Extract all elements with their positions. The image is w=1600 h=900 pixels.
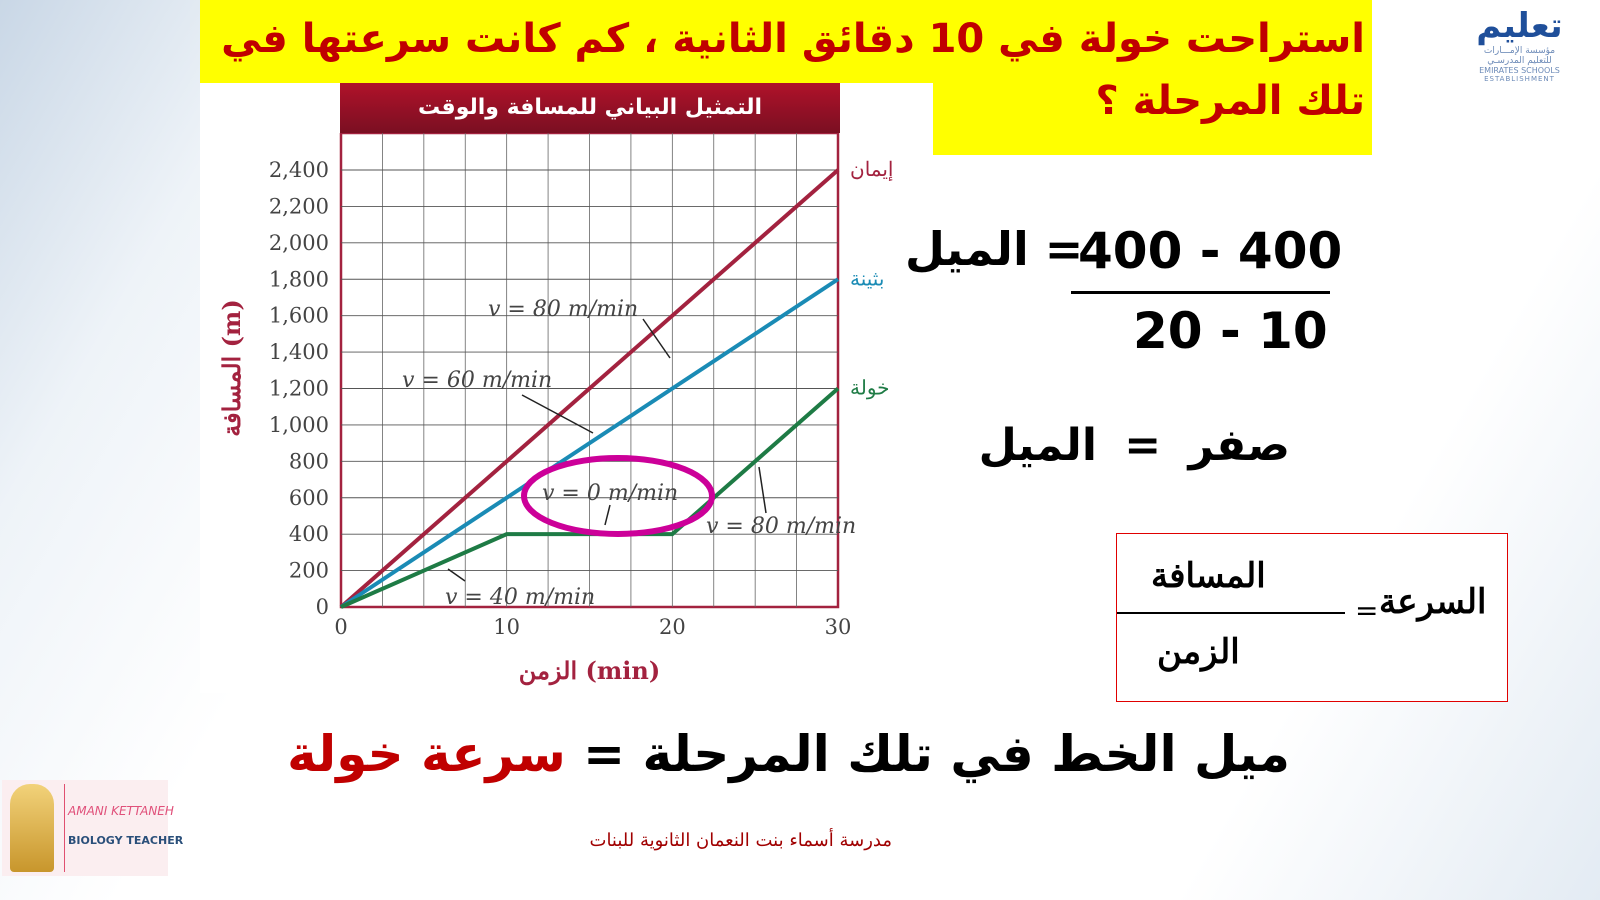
annotation-label: v = 80 m/min — [488, 297, 638, 322]
y-tick-label: 0 — [316, 595, 329, 619]
speed-definition-box: السرعة = المسافة الزمن — [1116, 533, 1508, 702]
y-tick-label: 1,800 — [269, 267, 329, 291]
result-value: صفر — [1188, 420, 1290, 471]
question-highlight-right — [933, 83, 1372, 155]
teacher-role: BIOLOGY TEACHER — [68, 834, 184, 847]
equals-sign: = — [583, 725, 626, 783]
conclusion-part1: ميل الخط في تلك المرحلة — [642, 725, 1291, 783]
y-axis-label: المسافة (m) — [217, 299, 246, 436]
slope-equation: الميل = — [905, 222, 1083, 276]
annotation-leader — [521, 394, 594, 434]
highlight-ellipse — [521, 455, 715, 537]
annotation-label: v = 40 m/min — [445, 585, 595, 610]
logo-line: مؤسسة الإمـــارات — [1483, 46, 1556, 56]
slope-label: الميل — [905, 222, 1029, 276]
divider — [64, 784, 65, 872]
annotation-leader — [758, 466, 767, 514]
teacher-name: AMANI KETTANEH — [68, 804, 174, 818]
annotation-leader — [447, 568, 466, 582]
series-label: بثينة — [850, 266, 884, 290]
y-tick-label: 800 — [289, 449, 329, 473]
y-tick-label: 2,400 — [269, 158, 329, 182]
annotation-leader — [604, 504, 611, 526]
y-tick-label: 1,000 — [269, 413, 329, 437]
emirates-schools-logo: تعليم مؤسسة الإمـــارات للتعليم المدرسـي… — [1472, 0, 1567, 118]
annotation-leader — [642, 318, 671, 359]
slope-label: الميل — [978, 420, 1097, 471]
conclusion-part2: سرعة خولة — [287, 725, 566, 783]
logo-line: ESTABLISHMENT — [1484, 75, 1555, 83]
annotation-label: v = 0 m/min — [542, 481, 678, 506]
x-axis-label: الزمن (min) — [519, 656, 660, 686]
fraction-bar — [1071, 291, 1330, 294]
denominator: 20 - 10 — [1133, 302, 1328, 360]
equals-sign: = — [1044, 222, 1084, 276]
series-line-0 — [339, 168, 840, 609]
y-tick-label: 1,200 — [269, 377, 329, 401]
equals-sign: = — [1124, 420, 1162, 471]
logo-line: للتعليم المدرسـي — [1487, 56, 1552, 66]
y-tick-label: 2,000 — [269, 231, 329, 255]
equals-sign: = — [1355, 594, 1379, 627]
logo-mark: تعليم — [1476, 6, 1563, 46]
question-text: استراحت خولة في 10 دقائق الثانية ، كم كا… — [221, 16, 1365, 124]
time-label: الزمن — [1157, 632, 1240, 672]
teacher-badge: AMANI KETTANEH BIOLOGY TEACHER — [2, 780, 183, 876]
y-tick-label: 400 — [289, 522, 329, 546]
x-tick-label: 10 — [493, 615, 520, 639]
x-tick-label: 0 — [334, 615, 347, 639]
conclusion: ميل الخط في تلك المرحلة = سرعة خولة — [150, 725, 1290, 783]
school-name: مدرسة أسماء بنت النعمان الثانوية للبنات — [589, 830, 893, 851]
y-tick-label: 1,400 — [269, 340, 329, 364]
fraction-bar — [1117, 612, 1345, 614]
x-tick-label: 20 — [659, 615, 686, 639]
annotation-label: v = 60 m/min — [402, 368, 552, 393]
series-label: إيمان — [850, 157, 893, 182]
y-tick-label: 1,600 — [269, 304, 329, 328]
figure-icon — [10, 784, 54, 872]
annotation-label: v = 80 m/min — [706, 514, 856, 539]
chart-title: التمثيل البياني للمسافة والوقت — [340, 83, 840, 133]
x-tick-label: 30 — [825, 615, 852, 639]
logo-line: EMIRATES SCHOOLS — [1479, 66, 1560, 75]
series-label: خولة — [850, 376, 890, 400]
distance-label: المسافة — [1151, 556, 1266, 596]
y-tick-label: 2,200 — [269, 194, 329, 218]
numerator: 400 - 400 — [1078, 222, 1343, 280]
speed-label: السرعة — [1379, 582, 1487, 622]
y-tick-label: 600 — [289, 486, 329, 510]
y-tick-label: 200 — [289, 559, 329, 583]
series-line-1 — [339, 277, 840, 609]
slope-result: صفر = الميل — [979, 420, 1290, 471]
question-highlight — [200, 0, 1372, 83]
